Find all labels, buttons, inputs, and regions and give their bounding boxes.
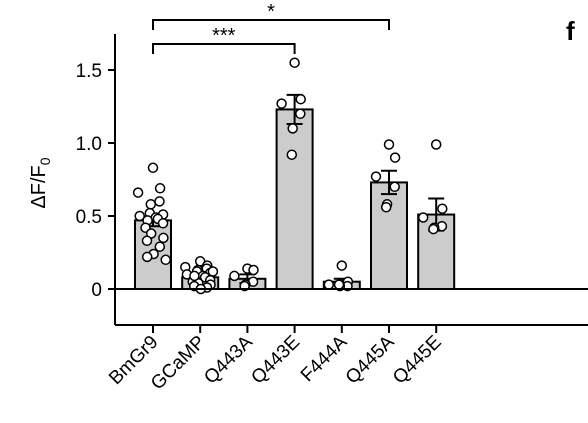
data-point — [295, 108, 306, 120]
data-point — [154, 196, 165, 207]
significance-brackets: **** — [152, 1, 390, 54]
y-tick-label: 0 — [91, 280, 102, 301]
y-tick-label: 0.5 — [76, 207, 102, 228]
y-tick-label: 1.0 — [76, 134, 102, 155]
significance-label: *** — [212, 25, 236, 47]
panel-label: f — [566, 16, 575, 46]
data-point — [248, 264, 259, 276]
data-point — [134, 210, 145, 222]
data-point — [154, 241, 166, 252]
x-tick-label: Q443A — [200, 331, 257, 388]
axes — [114, 34, 588, 326]
data-point — [229, 270, 240, 282]
data-point — [132, 187, 144, 198]
data-point — [333, 279, 345, 290]
x-tick-label: Q445E — [389, 332, 446, 389]
significance-bracket: * — [152, 1, 390, 30]
data-point — [295, 93, 306, 105]
data-point — [276, 98, 287, 109]
data-points — [132, 57, 448, 295]
y-axis-label-main: ΔF/F — [28, 165, 50, 208]
data-point — [189, 270, 200, 282]
bars — [134, 108, 456, 291]
data-point — [428, 223, 439, 235]
data-point — [141, 235, 153, 247]
data-point — [437, 203, 448, 214]
data-point — [289, 57, 300, 68]
data-point — [207, 266, 219, 277]
y-tick-label: 1.5 — [76, 61, 102, 82]
bar-q443e — [275, 108, 314, 290]
data-point — [160, 254, 171, 266]
data-point — [323, 279, 335, 290]
data-point — [145, 199, 157, 210]
data-point — [383, 139, 395, 150]
data-point — [417, 212, 429, 223]
data-point — [154, 183, 166, 194]
data-point — [157, 218, 169, 229]
data-point — [287, 123, 298, 134]
x-tick-label: Q445A — [342, 331, 399, 388]
bar-q445a — [370, 181, 408, 290]
data-point — [380, 201, 392, 213]
data-point — [158, 232, 169, 244]
data-point — [389, 181, 400, 193]
data-point — [370, 171, 382, 182]
x-tick-label: F444A — [297, 331, 352, 386]
data-point — [141, 251, 153, 263]
error-bar — [381, 169, 397, 196]
data-point — [286, 149, 298, 160]
data-point — [389, 152, 401, 163]
y-axis-label-subscript: 0 — [37, 157, 53, 165]
data-point — [336, 260, 348, 271]
data-point — [147, 162, 159, 174]
y-ticks: 0 0.5 1.0 1.5 — [76, 61, 115, 301]
data-point — [430, 139, 442, 150]
significance-bracket: *** — [152, 25, 296, 54]
x-tick-label: Q443E — [247, 332, 304, 389]
significance-label: * — [267, 1, 275, 23]
y-axis-label: ΔF/F0 — [28, 157, 53, 208]
